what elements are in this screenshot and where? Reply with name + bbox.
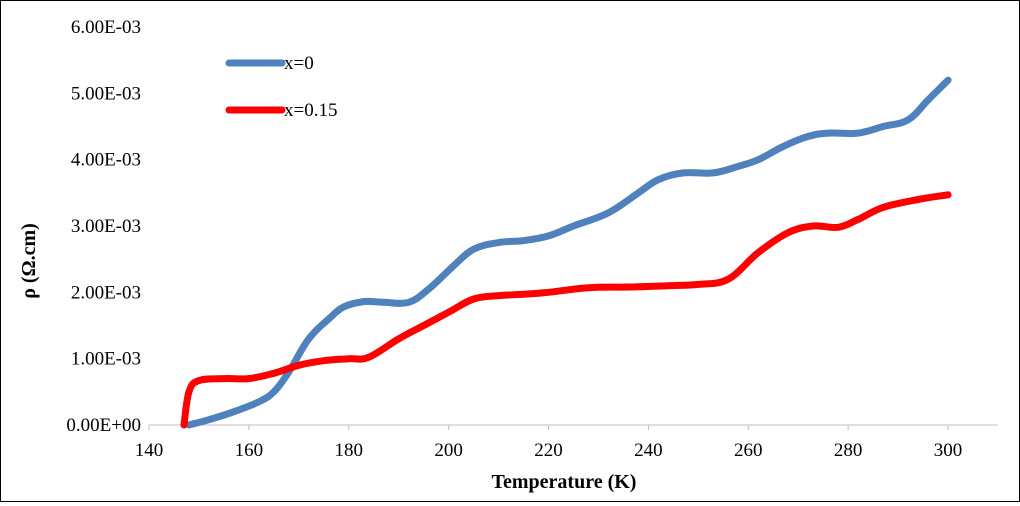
series-line-2 <box>180 191 952 429</box>
x-tick-label: 300 <box>934 440 963 461</box>
legend-label: x=0 <box>284 53 314 74</box>
y-tick-label: 3.00E-03 <box>71 216 141 237</box>
y-tick-label: 4.00E-03 <box>71 150 141 171</box>
x-tick-label: 240 <box>634 440 663 461</box>
x-tick-label: 180 <box>335 440 364 461</box>
series-layer <box>180 76 952 429</box>
x-tick-label: 140 <box>135 440 164 461</box>
y-axis-title: ρ (Ω.cm) <box>18 223 40 299</box>
legend-label: x=0.15 <box>284 100 337 121</box>
series-line-1 <box>185 76 952 429</box>
y-tick-label: 0.00E+00 <box>66 415 141 436</box>
x-tick-label: 280 <box>834 440 863 461</box>
x-tick-label: 160 <box>235 440 264 461</box>
x-tick-label: 260 <box>734 440 763 461</box>
y-tick-label: 1.00E-03 <box>71 349 141 370</box>
x-axis-title: Temperature (K) <box>492 471 637 493</box>
y-tick-label: 6.00E-03 <box>71 17 141 38</box>
y-tick-label: 2.00E-03 <box>71 282 141 303</box>
legend: x=0 x=0.15 <box>225 53 337 121</box>
x-axis-ticks: 140 160 180 200 220 240 260 280 300 <box>135 425 963 461</box>
x-tick-label: 200 <box>434 440 463 461</box>
x-tick-label: 220 <box>534 440 563 461</box>
y-axis-ticks: 0.00E+00 1.00E-03 2.00E-03 3.00E-03 4.00E-03… <box>66 17 141 436</box>
y-tick-label: 5.00E-03 <box>71 83 141 104</box>
